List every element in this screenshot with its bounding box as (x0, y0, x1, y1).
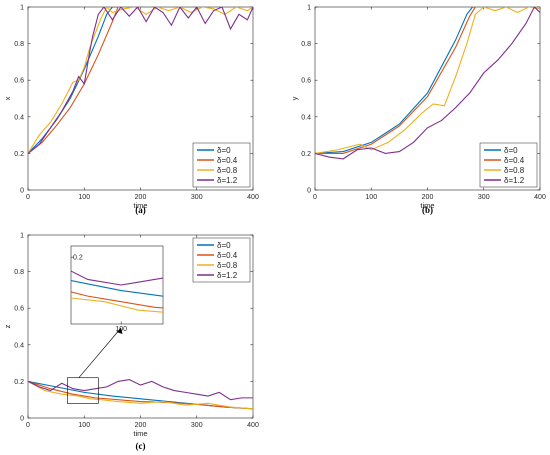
y-tick-label: 1 (20, 5, 24, 12)
panel-label: (b) (422, 205, 433, 215)
series-line-3 (315, 7, 540, 160)
x-tick-label: 300 (191, 422, 203, 429)
legend-label-3: δ=1.2 (217, 271, 238, 280)
series-line-3 (28, 7, 253, 154)
legend-label-0: δ=0 (217, 241, 231, 250)
legend-label-1: δ=0.4 (217, 251, 238, 260)
legend-label-0: δ=0 (217, 146, 231, 155)
x-tick-label: 200 (422, 194, 434, 201)
y-tick-label: 0 (20, 416, 24, 423)
y-tick-label: 0.6 (301, 78, 311, 85)
legend: δ=0δ=0.4δ=0.8δ=1.2 (192, 142, 251, 188)
y-axis-label: y (290, 96, 299, 100)
series-line-3 (28, 378, 253, 401)
x-tick-label: 300 (478, 194, 490, 201)
x-axis-label: time (133, 429, 147, 438)
panel-a-chart: 0 100 200 300 40000.20.40.60.81timex(a)δ=0δ=… (3, 5, 259, 216)
y-tick-label: 0.2 (301, 151, 311, 158)
y-tick-label: 0.8 (301, 41, 311, 48)
x-tick-label: 100 (78, 194, 90, 201)
panel-label: (a) (135, 205, 146, 215)
x-tick-label: 0 (26, 422, 30, 429)
legend-label-2: δ=0.8 (217, 166, 238, 175)
y-tick-label: 0.4 (301, 114, 311, 121)
zoom-arrow-line (78, 327, 122, 378)
x-tick-label: 0 (26, 194, 30, 201)
x-tick-label: 100 (78, 422, 90, 429)
legend: δ=0δ=0.4δ=0.8δ=1.2 (479, 142, 538, 188)
x-tick-label: 400 (247, 194, 259, 201)
series-line-1 (315, 7, 540, 154)
legend-label-1: δ=0.4 (504, 156, 525, 165)
y-tick-label: 0.4 (14, 342, 24, 349)
y-tick-label: 0.8 (14, 41, 24, 48)
y-tick-label: 0 (20, 188, 24, 195)
legend-label-2: δ=0.8 (217, 261, 238, 270)
series-line-0 (315, 7, 540, 154)
x-axis-label: time (420, 201, 434, 210)
x-tick-label: 100 (365, 194, 377, 201)
x-tick-label: 300 (191, 194, 203, 201)
legend-label-3: δ=1.2 (217, 176, 238, 185)
panel-label: (c) (136, 441, 146, 451)
y-axis-label: z (3, 324, 12, 328)
zoom-arrow-head (116, 328, 123, 334)
y-tick-label: 0.6 (14, 78, 24, 85)
panel-c-chart: 0 100 200 300 40000.20.40.60.81timez(c)δ=0δ=… (3, 233, 259, 452)
x-axis-label: time (133, 201, 147, 210)
y-tick-label: 0.2 (14, 151, 24, 158)
y-axis-label: x (3, 96, 12, 100)
series-line-2 (315, 7, 540, 154)
legend: δ=0δ=0.4δ=0.8δ=1.2 (192, 237, 251, 283)
inset-y-tick-label: 0.2 (73, 255, 83, 262)
panel-b-chart: 0 100 200 300 40000.20.40.60.81timey(b)δ=0δ=… (290, 5, 546, 216)
x-tick-label: 200 (135, 422, 147, 429)
legend-label-2: δ=0.8 (504, 166, 525, 175)
x-tick-label: 400 (534, 194, 546, 201)
y-tick-label: 0.8 (14, 269, 24, 276)
x-tick-label: 0 (313, 194, 317, 201)
x-tick-label: 200 (135, 194, 147, 201)
y-tick-label: 0.2 (14, 379, 24, 386)
inset-frame (70, 245, 164, 325)
series-line-1 (28, 380, 253, 410)
y-tick-label: 1 (20, 233, 24, 240)
x-tick-label: 400 (247, 422, 259, 429)
series-line-2 (28, 380, 253, 410)
legend-label-3: δ=1.2 (504, 176, 525, 185)
zoom-region-box (67, 377, 99, 404)
y-tick-label: 1 (307, 5, 311, 12)
y-tick-label: 0.4 (14, 114, 24, 121)
y-tick-label: 0.6 (14, 306, 24, 313)
y-tick-label: 0 (307, 188, 311, 195)
legend-label-1: δ=0.4 (217, 156, 238, 165)
legend-label-0: δ=0 (504, 146, 518, 155)
